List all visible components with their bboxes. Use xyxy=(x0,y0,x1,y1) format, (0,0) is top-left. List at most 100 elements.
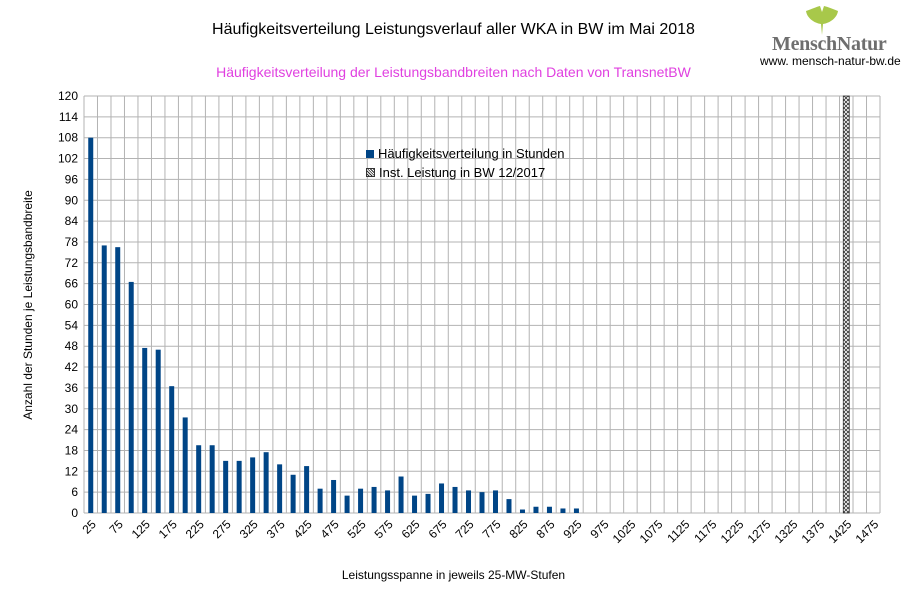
bar-hours xyxy=(142,347,148,513)
x-tick-label: 175 xyxy=(156,517,180,541)
x-tick-label: 1325 xyxy=(772,517,801,546)
bar-hours xyxy=(209,445,215,513)
x-tick-label: 775 xyxy=(480,517,504,541)
bar-hours xyxy=(331,479,337,513)
y-tick-label: 84 xyxy=(65,214,79,228)
chart-subtitle: Häufigkeitsverteilung der Leistungsbandb… xyxy=(216,64,691,80)
chart-bars xyxy=(88,95,850,514)
x-tick-label: 1175 xyxy=(691,517,719,545)
x-tick-label: 575 xyxy=(372,517,396,541)
bar-hours xyxy=(466,490,472,513)
x-tick-label: 125 xyxy=(129,517,153,541)
bar-hours xyxy=(196,445,202,513)
bar-hours xyxy=(452,486,458,513)
ginkgo-leaf-icon xyxy=(806,6,838,35)
y-tick-label: 114 xyxy=(59,110,78,124)
x-tick-label: 325 xyxy=(237,517,261,541)
legend-swatch-hours xyxy=(366,149,374,158)
x-tick-label: 925 xyxy=(560,517,584,541)
bar-hours xyxy=(358,488,364,513)
legend-label-hours: Häufigkeitsverteilung in Stunden xyxy=(378,146,565,161)
bar-installed-capacity xyxy=(842,95,850,514)
bar-hours xyxy=(479,492,485,513)
legend-label-installed: Inst. Leistung in BW 12/2017 xyxy=(379,165,546,180)
bar-hours xyxy=(250,457,256,513)
x-tick-label: 1275 xyxy=(745,517,774,546)
y-axis-label: Anzahl der Stunden je Leistungsbandbreit… xyxy=(21,190,35,420)
bar-hours xyxy=(371,486,377,513)
bar-hours xyxy=(263,452,269,513)
x-tick-label: 525 xyxy=(345,517,369,541)
y-tick-label: 30 xyxy=(65,402,79,416)
y-tick-label: 0 xyxy=(71,506,78,520)
x-tick-label: 275 xyxy=(210,517,234,541)
bar-hours xyxy=(439,483,445,513)
bar-hours xyxy=(88,137,94,513)
bar-hours xyxy=(115,247,121,513)
bar-hours xyxy=(546,506,552,513)
bar-hours xyxy=(290,474,296,513)
x-tick-label: 625 xyxy=(399,517,423,541)
x-tick-label: 225 xyxy=(183,517,207,541)
y-tick-label: 120 xyxy=(58,89,78,103)
bar-hours xyxy=(573,508,579,513)
x-tick-label: 675 xyxy=(426,517,450,541)
bar-hours xyxy=(317,488,323,513)
y-tick-label: 42 xyxy=(65,360,79,374)
x-tick-label: 975 xyxy=(587,517,611,541)
chart-title: Häufigkeitsverteilung Leistungsverlauf a… xyxy=(212,21,695,38)
y-tick-label: 6 xyxy=(71,485,78,499)
x-tick-label: 1025 xyxy=(610,517,639,546)
bar-hours xyxy=(155,349,161,513)
bar-hours xyxy=(169,386,175,513)
x-tick-label: 25 xyxy=(80,517,100,537)
y-tick-label: 18 xyxy=(65,443,79,457)
x-tick-label: 725 xyxy=(453,517,477,541)
bar-hours xyxy=(398,476,404,513)
x-axis-label: Leistungsspanne in jeweils 25-MW-Stufen xyxy=(341,568,566,582)
bar-hours xyxy=(277,464,283,513)
bar-hours xyxy=(101,245,107,514)
bar-hours xyxy=(304,466,310,513)
bar-hours xyxy=(128,281,134,513)
y-tick-label: 90 xyxy=(65,193,79,207)
y-tick-label: 60 xyxy=(65,298,79,312)
chart-legend: Häufigkeitsverteilung in Stunden Inst. L… xyxy=(366,144,564,182)
y-tick-label: 24 xyxy=(65,423,79,437)
x-tick-label: 475 xyxy=(318,517,342,541)
bar-hours xyxy=(412,495,418,513)
bar-hours xyxy=(236,460,242,513)
logo-url[interactable]: www. mensch-natur-bw.de xyxy=(760,54,901,68)
y-tick-label: 66 xyxy=(65,277,79,291)
bar-hours xyxy=(506,499,512,513)
y-tick-label: 102 xyxy=(58,152,78,166)
bar-hours xyxy=(519,509,525,513)
x-tick-label: 375 xyxy=(264,517,288,541)
x-tick-label: 875 xyxy=(534,517,558,541)
y-tick-label: 78 xyxy=(65,235,79,249)
legend-item-hours: Häufigkeitsverteilung in Stunden xyxy=(366,144,564,163)
x-tick-label: 1425 xyxy=(826,517,855,546)
y-tick-label: 36 xyxy=(65,381,79,395)
x-tick-label: 825 xyxy=(507,517,531,541)
x-tick-labels: 25 75 125 175 225 275 325 375 425 475 525 575 625 675… xyxy=(80,517,882,546)
bar-hours xyxy=(425,493,431,513)
y-tick-label: 12 xyxy=(65,464,79,478)
x-tick-label: 1125 xyxy=(664,517,692,545)
legend-item-installed: Inst. Leistung in BW 12/2017 xyxy=(366,163,564,182)
x-tick-label: 1375 xyxy=(799,517,828,546)
y-tick-label: 96 xyxy=(65,172,79,186)
x-tick-label: 1225 xyxy=(718,517,747,546)
legend-swatch-installed xyxy=(366,168,375,177)
y-tick-labels: 0 6 12 18 24 30 36 42 48 54 60 66 72 78 84 90 96 102 108 11… xyxy=(58,89,78,520)
logo-name: MenschNatur xyxy=(772,33,887,55)
bar-hours xyxy=(182,417,188,513)
x-tick-label: 1475 xyxy=(853,517,882,546)
bar-hours xyxy=(344,495,350,513)
x-tick-label: 1075 xyxy=(637,517,666,546)
logo[interactable]: MenschNatur www. mensch-natur-bw.de xyxy=(760,6,901,68)
bar-hours xyxy=(533,506,539,513)
y-tick-label: 72 xyxy=(65,256,79,270)
y-tick-label: 108 xyxy=(58,131,78,145)
